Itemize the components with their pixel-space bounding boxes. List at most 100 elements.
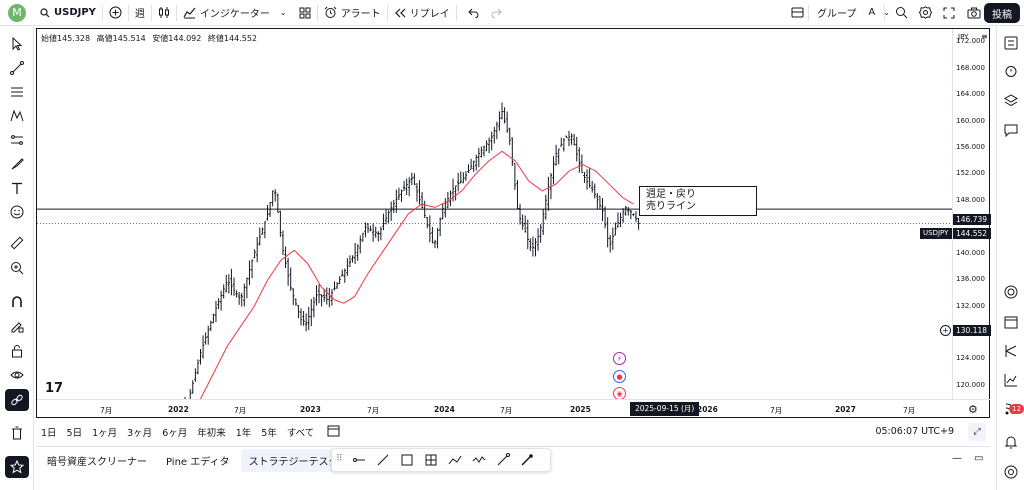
interval-button[interactable]: 週 (134, 9, 145, 20)
publish-button[interactable]: 投稿 (984, 3, 1020, 23)
bottom-tab[interactable]: Pine エディタ (166, 457, 230, 468)
floating-drawing-toolbar[interactable]: ⠿ (331, 448, 551, 472)
symbol-search[interactable]: USDJPY (34, 0, 102, 26)
economic-event-icon[interactable]: ● (613, 370, 626, 383)
replay-button[interactable]: リプレイ (388, 0, 456, 26)
sync-drawings-tool[interactable] (5, 389, 29, 411)
stay-drawing-tool[interactable] (5, 315, 29, 337)
price-plot[interactable] (37, 29, 952, 399)
annotation-box[interactable]: 週足・戻り 売りライン (639, 186, 757, 216)
calendar-button[interactable] (1001, 312, 1021, 332)
annotation-line-2: 売りライン (646, 201, 696, 212)
price-tick-label: 164.000 (956, 90, 985, 99)
settings-button[interactable] (913, 0, 938, 26)
crosshair-icon[interactable] (424, 453, 438, 467)
minimize-panel-icon[interactable]: — (952, 453, 962, 464)
range-button[interactable]: 5年 (261, 428, 277, 439)
user-avatar[interactable]: M (8, 3, 26, 22)
ray-icon[interactable] (496, 453, 510, 467)
trendline-icon[interactable] (376, 453, 390, 467)
alert-button[interactable]: アラート (318, 0, 387, 26)
menu-icon[interactable]: ≡ (981, 32, 988, 41)
symbol-price-tag: USDJPY (920, 228, 954, 239)
horizontal-ray-icon[interactable] (352, 453, 366, 467)
time-tick-label: 7月 (100, 406, 113, 415)
path-icon[interactable] (448, 453, 462, 467)
range-button[interactable]: 1日 (41, 428, 57, 439)
add-plus-icon[interactable]: + (940, 325, 951, 336)
calendar-arrow-icon (327, 425, 340, 437)
fullscreen-button[interactable] (937, 0, 961, 26)
layers-icon (1004, 94, 1018, 107)
indicators-button[interactable]: インジケーター ⌄ (177, 0, 293, 26)
snapshot-button[interactable] (961, 0, 987, 26)
layouts-button[interactable] (293, 0, 317, 26)
time-tick-label: 2026 (697, 405, 718, 414)
bottom-tab[interactable]: ストラテジーテスター (240, 449, 357, 472)
bottom-tab[interactable]: 暗号資産スクリーナー (47, 457, 147, 468)
range-button[interactable]: 5日 (66, 428, 83, 439)
group-button[interactable]: グループ A ⌄ (811, 0, 896, 26)
undo-button[interactable] (457, 0, 485, 26)
annotation-line-1: 週足・戻り (646, 189, 696, 200)
range-button[interactable]: 1年 (235, 428, 252, 439)
emoji-tool[interactable] (5, 201, 29, 223)
price-axis[interactable]: JPY ≡ 172.000 168.000 164.000 160.000 156.00… (952, 29, 991, 399)
cursor-icon (12, 37, 23, 51)
chart-tools-button[interactable] (1001, 370, 1021, 390)
rewind-icon (394, 8, 406, 17)
zoom-tool[interactable] (5, 257, 29, 279)
range-button[interactable]: 6ヶ月 (162, 428, 188, 439)
cursor-tool[interactable] (5, 33, 29, 55)
chart-type-button[interactable] (152, 0, 176, 26)
symbol-label: USDJPY (54, 7, 96, 18)
compare-button[interactable] (103, 0, 128, 26)
alerts-button[interactable] (1001, 61, 1021, 81)
range-button[interactable]: すべて (286, 428, 315, 439)
auto-scale-icon[interactable]: ⤢ (968, 423, 986, 441)
hide-tool[interactable] (5, 364, 29, 386)
chart-pane[interactable]: 始値145.328 高値145.514 安値144.092 終値144.552 … (36, 28, 991, 418)
maximize-panel-icon[interactable]: ▭ (974, 453, 984, 464)
date-range-icon[interactable] (327, 424, 340, 440)
quick-search-button[interactable] (889, 0, 914, 26)
watchlist-button[interactable] (1001, 33, 1021, 53)
tradingview-logo[interactable]: 17 (45, 381, 64, 396)
trendline-icon (10, 61, 24, 75)
chat-button[interactable] (1001, 120, 1021, 140)
ideas-button[interactable] (1001, 341, 1021, 361)
target-icon (1004, 285, 1018, 299)
earnings-event-icon[interactable]: ⚡ (613, 352, 626, 365)
rectangle-icon[interactable] (400, 453, 414, 467)
redo-button[interactable] (485, 0, 509, 26)
text-icon (12, 182, 22, 194)
polyline-icon[interactable] (472, 453, 486, 467)
pen-icon[interactable] (520, 453, 534, 467)
range-button[interactable]: 年初来 (197, 428, 226, 439)
clock[interactable]: 05:06:07 UTC+9 (875, 426, 954, 437)
text-tool[interactable] (5, 177, 29, 199)
notifications-button[interactable] (1001, 432, 1021, 452)
projection-tool[interactable] (5, 129, 29, 151)
range-button[interactable]: 1ヶ月 (92, 428, 118, 439)
help-button[interactable] (1001, 462, 1021, 482)
screener-button[interactable] (1001, 282, 1021, 302)
layout-menu-button[interactable] (785, 0, 810, 26)
window-icon (791, 7, 804, 18)
axis-settings-icon[interactable]: ⚙ (968, 403, 978, 416)
drag-handle-icon[interactable]: ⠿ (336, 454, 343, 464)
divider (386, 4, 388, 21)
measure-tool[interactable] (5, 232, 29, 254)
data-window-button[interactable] (1001, 91, 1021, 111)
remove-tool[interactable] (5, 422, 29, 444)
time-axis[interactable]: 7月 2022 7月 2023 7月 2024 7月 2025 2026 7月 2027 7月 202… (37, 399, 990, 418)
brush-tool[interactable] (5, 153, 29, 175)
fib-tool[interactable] (5, 81, 29, 103)
magnet-tool[interactable] (5, 291, 29, 313)
time-tick-label: 7月 (500, 406, 513, 415)
trendline-tool[interactable] (5, 57, 29, 79)
range-button[interactable]: 3ヶ月 (127, 428, 153, 439)
pattern-tool[interactable] (5, 105, 29, 127)
lock-tool[interactable] (5, 340, 29, 362)
favorites-tool[interactable] (5, 456, 29, 478)
